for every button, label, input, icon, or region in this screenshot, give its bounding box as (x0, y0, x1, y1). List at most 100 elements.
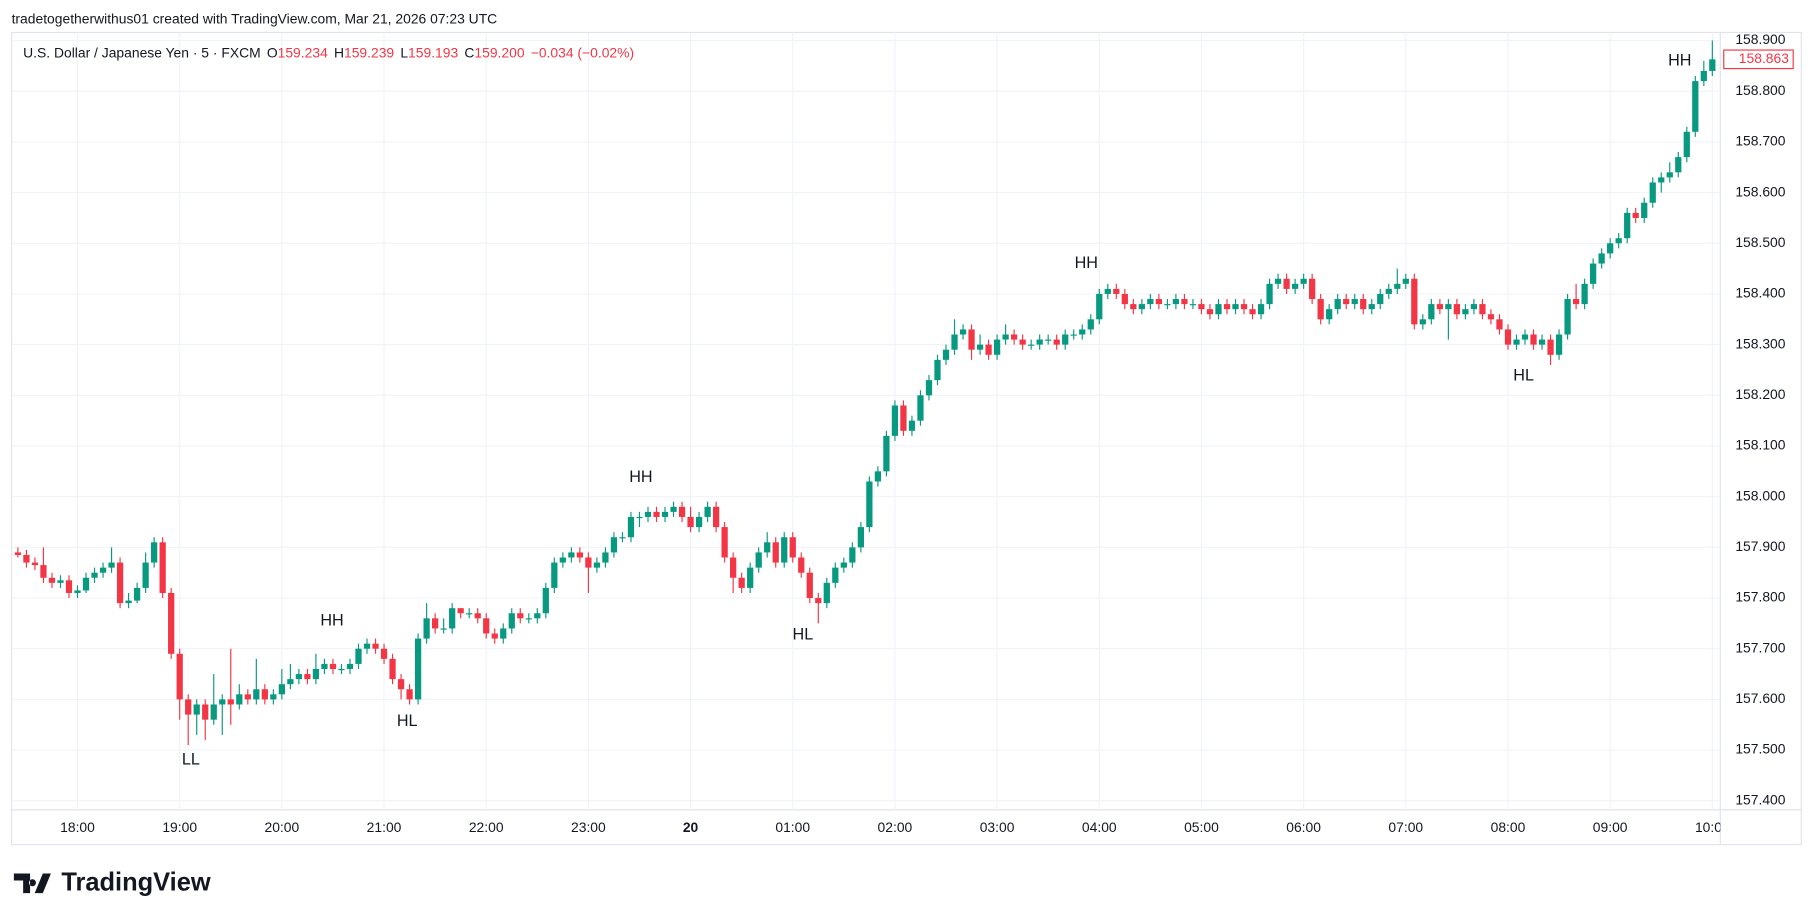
change: −0.034 (−0.02%) (531, 44, 634, 60)
candle-body (261, 689, 268, 700)
swing-label: HH (320, 612, 343, 630)
candle-body (1138, 304, 1145, 310)
candle-body (1411, 278, 1418, 325)
x-tick-label: 18:00 (60, 819, 95, 835)
x-tick-label: 20 (683, 819, 699, 835)
candle-body (329, 663, 337, 669)
candle-body (389, 658, 396, 680)
candle-body (730, 557, 737, 578)
candle-body (823, 582, 830, 604)
candle-body (738, 577, 745, 588)
candle-body (244, 694, 251, 700)
candle-body (65, 580, 73, 593)
y-tick-label: 158.500 (1735, 234, 1785, 250)
candle-body (1181, 299, 1188, 305)
candle-body (1470, 304, 1478, 310)
x-tick-label: 10:00 (1695, 819, 1730, 835)
candle-body (500, 628, 507, 639)
candle-body (942, 349, 950, 360)
candle-body (40, 565, 47, 578)
candle-body (925, 380, 933, 396)
y-tick-label: 157.700 (1735, 639, 1785, 655)
candle-body (474, 613, 481, 619)
candle-body (1172, 299, 1180, 305)
candle-body (508, 613, 515, 629)
candle-body (372, 643, 379, 649)
candle-body (1666, 172, 1673, 178)
candle-body (1607, 243, 1614, 254)
candle-body (798, 557, 805, 573)
candle-body (1453, 304, 1461, 315)
candle-body (1624, 212, 1631, 239)
candle-body (551, 562, 558, 588)
candle-body (151, 542, 158, 563)
candle-body (806, 572, 813, 599)
candle-body (755, 552, 762, 568)
candle-body (1572, 299, 1580, 305)
candle-body (1649, 182, 1656, 203)
candle-body (1028, 344, 1035, 346)
candle-body (1291, 283, 1299, 289)
candle-body (687, 516, 694, 528)
candle-body (1658, 177, 1665, 183)
y-tick-label: 157.900 (1735, 538, 1785, 554)
candle-body (48, 577, 56, 583)
candle-body (781, 537, 788, 563)
open-label: O (267, 44, 278, 60)
y-tick-label: 158.300 (1735, 335, 1785, 351)
y-tick-label: 157.500 (1735, 741, 1785, 757)
candle-body (712, 506, 720, 528)
y-tick-label: 158.200 (1735, 386, 1785, 402)
x-tick-label: 01:00 (775, 819, 810, 835)
last-price-label: 158.863 (1739, 50, 1789, 66)
candle-body (576, 552, 584, 558)
swing-label: HL (1513, 366, 1534, 384)
footer-text: TradingView (61, 869, 211, 897)
swing-label: LL (182, 750, 200, 768)
candle-body (1232, 304, 1239, 310)
candle-body (466, 613, 473, 615)
candle-body (1462, 309, 1469, 315)
candle-body (31, 562, 39, 566)
candle-body (99, 567, 107, 573)
symbol: U.S. Dollar / Japanese Yen · 5 · FXCM (23, 44, 261, 60)
y-tick-label: 158.700 (1735, 133, 1785, 149)
y-tick-label: 158.800 (1735, 82, 1785, 98)
candle-body (82, 577, 90, 591)
candle-body (1045, 339, 1052, 341)
candle-body (321, 663, 328, 669)
y-tick-label: 158.400 (1735, 285, 1785, 301)
candle-body (440, 628, 447, 630)
candle-body (525, 618, 532, 620)
x-tick-label: 05:00 (1184, 819, 1219, 835)
candle-body (602, 552, 609, 563)
swing-label: HH (629, 468, 652, 486)
candle-body (1317, 299, 1324, 320)
candle-body (1436, 304, 1443, 310)
candle-body (414, 638, 422, 700)
candle-body (1709, 59, 1716, 71)
candle-body (1538, 339, 1546, 345)
candle-body (1002, 334, 1009, 340)
candle-body (1334, 299, 1341, 310)
y-tick-label: 158.900 (1735, 31, 1785, 47)
swing-label: HH (1075, 254, 1098, 272)
candle-body (874, 471, 882, 482)
last-price-box (1723, 49, 1794, 70)
candle-body (397, 679, 405, 690)
candle-body (1351, 299, 1358, 305)
candle-body (1147, 299, 1154, 305)
candle-body (1692, 81, 1699, 132)
candle-body (185, 699, 192, 715)
candle-body (883, 435, 890, 472)
x-tick-label: 20:00 (264, 819, 299, 835)
candle-body (312, 668, 320, 680)
candle-body (1402, 278, 1409, 284)
candle-body (304, 674, 311, 680)
candle-body (1113, 288, 1120, 294)
candle-body (1130, 304, 1137, 310)
candle-body (142, 562, 149, 588)
candle-body (1555, 334, 1563, 355)
candle-body (1479, 304, 1486, 315)
